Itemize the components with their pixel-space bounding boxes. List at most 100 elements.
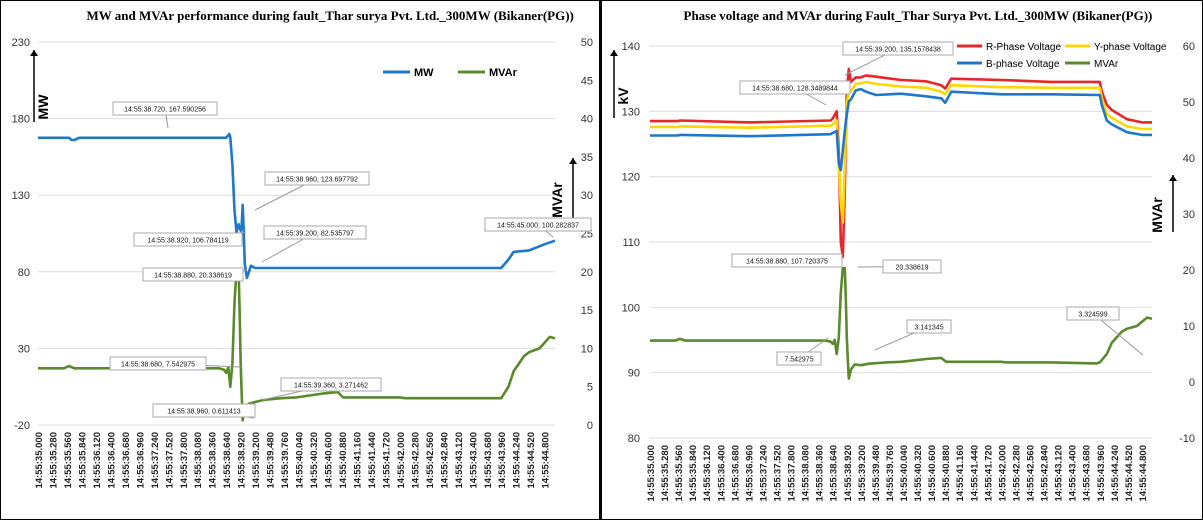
y-right-tick-label: 20 bbox=[581, 267, 593, 279]
x-tick-label: 14:55:36.680 bbox=[730, 445, 741, 502]
y-left-tick-label: 80 bbox=[18, 267, 30, 279]
data-label: 14:55:39.200, 135.1578438 bbox=[855, 47, 941, 54]
x-tick-label: 14:55:43.120 bbox=[1054, 445, 1065, 502]
y-left-tick-label: 120 bbox=[622, 172, 640, 184]
annotation-box bbox=[776, 351, 822, 366]
y-left-tick-label: 90 bbox=[628, 368, 640, 380]
x-tick-label: 14:55:43.400 bbox=[1068, 445, 1079, 502]
x-tick-label: 14:55:39.480 bbox=[266, 432, 277, 489]
y-right-tick-label: 50 bbox=[581, 37, 593, 49]
data-label: 7.542975 bbox=[784, 357, 813, 364]
x-tick-label: 14:55:44.520 bbox=[526, 432, 537, 489]
x-tick-label: 14:55:42.280 bbox=[1011, 445, 1022, 502]
x-tick-label: 14:55:35.280 bbox=[48, 432, 59, 489]
x-tick-label: 14:55:40.880 bbox=[941, 445, 952, 502]
annotation-box bbox=[142, 267, 244, 282]
x-tick-label: 14:55:35.000 bbox=[646, 445, 657, 502]
annotation-box bbox=[133, 232, 243, 247]
data-label: 14:55:39.200, 82.535797 bbox=[276, 231, 354, 238]
y-left-tick-label: -20 bbox=[14, 420, 30, 432]
y-right-tick-label: 60 bbox=[1183, 41, 1195, 53]
annotation-box bbox=[264, 171, 370, 186]
x-tick-label: 14:55:40.880 bbox=[338, 432, 349, 489]
mw-mvar-chart-panel: MW and MVAr performance during fault_Tha… bbox=[0, 0, 600, 520]
x-tick-label: 14:55:37.520 bbox=[773, 445, 784, 502]
y-right-tick-label: 40 bbox=[581, 114, 593, 126]
annotation-box bbox=[280, 377, 382, 392]
series-line-mvar bbox=[38, 267, 556, 422]
x-tick-label: 14:55:36.400 bbox=[106, 432, 117, 489]
y-left-tick-label: 30 bbox=[18, 343, 30, 355]
x-tick-label: 14:55:41.720 bbox=[983, 445, 994, 502]
x-tick-label: 14:55:41.440 bbox=[367, 432, 378, 489]
data-label: 14:55:38.720, 167.590256 bbox=[124, 107, 206, 114]
x-tick-label: 14:55:42.560 bbox=[1026, 445, 1037, 502]
y-left-tick-label: 180 bbox=[12, 114, 30, 126]
data-label: 3.324599 bbox=[1078, 312, 1107, 319]
x-tick-label: 14:55:35.560 bbox=[63, 432, 74, 489]
x-tick-label: 14:55:39.760 bbox=[885, 445, 896, 502]
y-right-tick-label: 20 bbox=[1183, 265, 1195, 277]
data-label: 14:55:38.680, 7.542975 bbox=[121, 362, 195, 369]
y-right-tick-label: -10 bbox=[1179, 433, 1195, 445]
y-left-tick-label: 140 bbox=[622, 41, 640, 53]
y-right-tick-label: 5 bbox=[587, 382, 593, 394]
x-tick-label: 14:55:43.400 bbox=[468, 432, 479, 489]
y-left-axis-label: MW bbox=[35, 94, 51, 120]
arrow-head-icon bbox=[1169, 175, 1177, 181]
x-tick-label: 14:55:37.520 bbox=[164, 432, 175, 489]
data-label: 14:55:38.880, 20.338619 bbox=[154, 273, 232, 280]
x-tick-label: 14:55:39.480 bbox=[871, 445, 882, 502]
x-tick-label: 14:55:38.080 bbox=[193, 432, 204, 489]
x-tick-label: 14:55:42.000 bbox=[997, 445, 1008, 502]
y-left-tick-label: 130 bbox=[12, 190, 30, 202]
x-tick-label: 14:55:35.840 bbox=[688, 445, 699, 502]
panel-divider bbox=[599, 0, 602, 520]
y-left-tick-label: 80 bbox=[628, 433, 640, 445]
y-left-tick-label: 100 bbox=[622, 302, 640, 314]
x-tick-label: 14:55:38.920 bbox=[843, 445, 854, 502]
data-label: 14:55:38.680, 128.3489844 bbox=[752, 86, 838, 93]
data-label: 3.141345 bbox=[914, 325, 943, 332]
y-right-tick-label: 45 bbox=[581, 75, 593, 87]
data-label: 14:55:45.000, 100.282837 bbox=[497, 223, 579, 230]
phase-voltage-chart: 80 90 100 110 120 130 140 -10 0 10 20 30 40 50 60 14:55… bbox=[610, 41, 1195, 502]
x-tick-label: 14:55:36.960 bbox=[135, 432, 146, 489]
series-line-y-phase-voltage bbox=[650, 80, 1152, 224]
data-label: 14:55:38.960, 0.611413 bbox=[167, 409, 241, 416]
x-tick-label: 14:55:42.280 bbox=[410, 432, 421, 489]
x-tick-label: 14:55:35.560 bbox=[674, 445, 685, 502]
x-tick-label: 14:55:44.240 bbox=[512, 432, 523, 489]
data-label: 14:55:38.880, 107.720375 bbox=[746, 259, 828, 266]
series-line-mw bbox=[38, 132, 556, 280]
x-tick-label: 14:55:39.200 bbox=[251, 432, 262, 489]
x-tick-label: 14:55:35.840 bbox=[77, 432, 88, 489]
x-tick-label: 14:55:40.600 bbox=[927, 445, 938, 502]
y-right-tick-label: 0 bbox=[1189, 377, 1195, 389]
annotation-box bbox=[1066, 306, 1120, 321]
x-tick-label: 14:55:38.360 bbox=[815, 445, 826, 502]
x-tick-label: 14:55:42.000 bbox=[396, 432, 407, 489]
x-tick-label: 14:55:38.640 bbox=[829, 445, 840, 502]
series-line-mvar bbox=[650, 266, 1153, 380]
x-tick-label: 14:55:41.720 bbox=[381, 432, 392, 489]
x-tick-label: 14:55:38.920 bbox=[237, 432, 248, 489]
x-tick-label: 14:55:38.360 bbox=[208, 432, 219, 489]
legend-label: MVAr bbox=[489, 67, 518, 79]
x-tick-label: 14:55:44.800 bbox=[541, 432, 552, 489]
data-label: 14:55:38.960, 123.697792 bbox=[276, 177, 358, 184]
y-right-tick-label: 40 bbox=[1183, 153, 1195, 165]
data-label: 20.338619 bbox=[895, 265, 928, 272]
legend-label: Y-phase Voltage bbox=[1094, 42, 1167, 53]
x-tick-label: 14:55:39.760 bbox=[280, 432, 291, 489]
x-tick-label: 14:55:40.320 bbox=[913, 445, 924, 502]
x-tick-label: 14:55:38.640 bbox=[222, 432, 233, 489]
annotation-box bbox=[882, 259, 942, 274]
y-right-tick-label: 10 bbox=[1183, 321, 1195, 333]
annotation-box bbox=[152, 403, 256, 418]
chart-title: MW and MVAr performance during fault_Tha… bbox=[86, 8, 574, 23]
data-label: 14:55:38.920, 106.784119 bbox=[147, 238, 228, 245]
y-right-tick-label: 30 bbox=[1183, 209, 1195, 221]
y-right-axis-label: MVAr bbox=[549, 182, 565, 218]
x-tick-label: 14:55:36.120 bbox=[702, 445, 713, 502]
